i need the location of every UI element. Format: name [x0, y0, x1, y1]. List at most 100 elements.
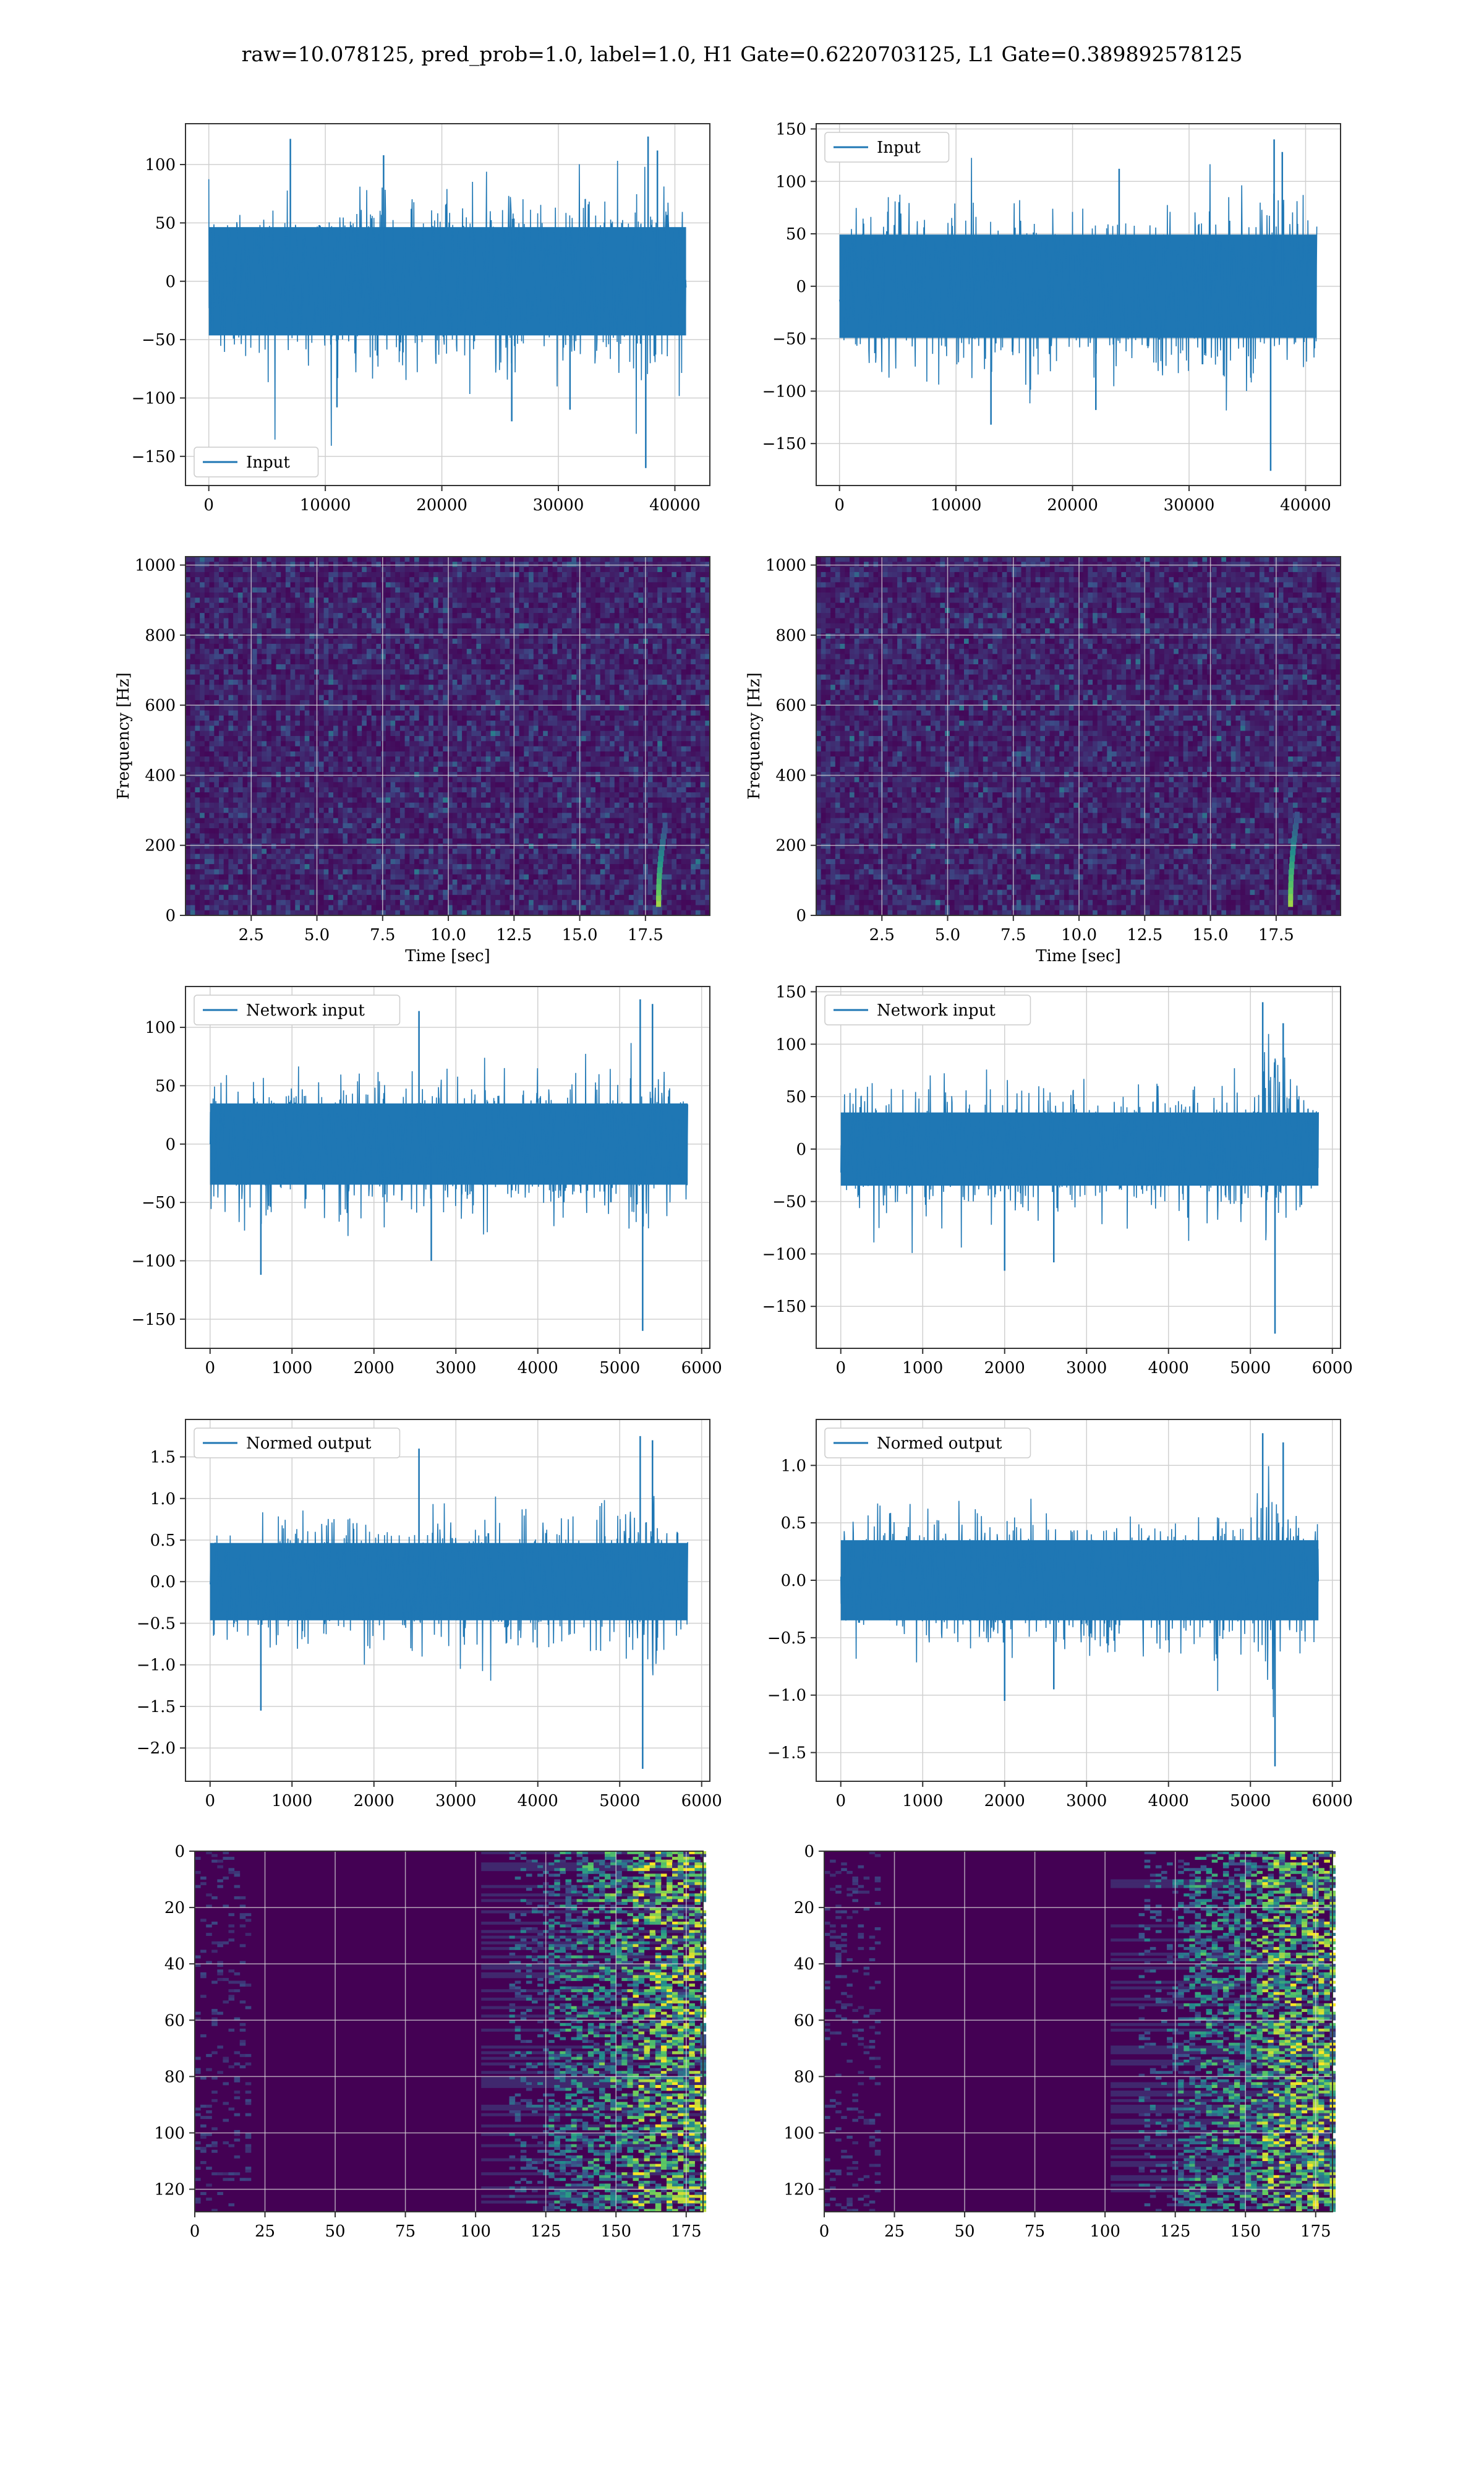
spectrogram-cell [443, 736, 448, 742]
spectrogram-cell [448, 628, 453, 634]
spectrogram-cell [348, 854, 353, 860]
spectrogram-cell [443, 808, 448, 813]
spectrogram-cell [443, 638, 448, 644]
spectrogram-cell [514, 844, 520, 849]
spectrogram-cell [448, 782, 453, 788]
spectrogram-cell [204, 792, 210, 798]
spectrogram-cell [466, 889, 472, 896]
spectrogram-cell [338, 746, 343, 752]
spectrogram-cell [195, 813, 200, 819]
spectrogram-cell [262, 889, 267, 896]
spectrogram-cell [276, 777, 281, 783]
spectrogram-cell [429, 900, 434, 905]
spectrogram-cell [414, 628, 420, 634]
spectrogram-cell [485, 751, 491, 757]
spectrogram-cell [514, 715, 520, 721]
spectrogram-cell [429, 674, 434, 680]
spectrogram-cell [318, 715, 325, 721]
spectrogram-cell [285, 802, 291, 808]
spectrogram-cell [309, 797, 315, 803]
spectrogram-cell [323, 823, 329, 829]
spectrogram-cell [514, 746, 520, 752]
spectrogram-cell [271, 751, 277, 757]
spectrogram-cell [476, 659, 482, 665]
spectrogram-cell [390, 889, 396, 896]
spectrogram-cell [500, 792, 506, 798]
spectrogram-cell [404, 613, 410, 618]
spectrogram-cell [514, 772, 520, 777]
spectrogram-cell [223, 654, 229, 660]
spectrogram-cell [304, 628, 310, 634]
spectrogram-cell [219, 797, 224, 803]
spectrogram-cell [390, 562, 396, 568]
spectrogram-cell [371, 813, 377, 819]
spectrogram-cell [385, 880, 391, 885]
spectrogram-cell [390, 643, 396, 649]
spectrogram-cell [242, 797, 248, 803]
spectrogram-cell [348, 818, 353, 824]
spectrogram-cell [267, 741, 272, 747]
spectrogram-cell [366, 797, 372, 803]
spectrogram-cell [247, 854, 253, 860]
spectrogram-cell [424, 823, 429, 829]
spectrogram-cell [371, 766, 377, 773]
spectrogram-cell [395, 756, 401, 762]
spectrogram-cell [462, 808, 467, 813]
spectrogram-cell [281, 582, 286, 588]
spectrogram-cell [323, 766, 329, 773]
spectrogram-cell [328, 602, 334, 609]
spectrogram-cell [500, 623, 506, 629]
spectrogram-cell [433, 685, 439, 690]
spectrogram-cell [267, 557, 272, 562]
spectrogram-cell [318, 736, 325, 742]
spectrogram-cell [237, 659, 244, 665]
spectrogram-cell [409, 844, 415, 849]
spectrogram-cell [190, 695, 195, 701]
spectrogram-cell [242, 710, 248, 716]
spectrogram-cell [204, 828, 210, 834]
spectrogram-cell [471, 695, 477, 701]
spectrogram-cell [481, 854, 487, 860]
spectrogram-cell [352, 905, 358, 911]
spectrogram-cell [466, 756, 472, 762]
spectrogram-cell [362, 664, 367, 670]
spectrogram-cell [204, 557, 210, 562]
spectrogram-cell [462, 889, 467, 896]
spectrogram-cell [190, 741, 195, 747]
spectrogram-cell [443, 705, 448, 711]
spectrogram-cell [328, 910, 334, 916]
spectrogram-cell [186, 823, 191, 829]
spectrogram-cell [295, 766, 301, 773]
spectrogram-cell [481, 623, 487, 629]
spectrogram-cell [295, 628, 301, 634]
spectrogram-cell [219, 567, 224, 573]
spectrogram-cell [399, 577, 406, 583]
spectrogram-cell [381, 905, 386, 911]
spectrogram-cell [285, 746, 291, 752]
spectrogram-cell [438, 593, 443, 598]
spectrogram-cell [328, 772, 334, 777]
spectrogram-cell [290, 659, 296, 665]
spectrogram-cell [323, 838, 329, 844]
spectrogram-cell [219, 710, 224, 716]
spectrogram-cell [304, 607, 310, 614]
spectrogram-cell [510, 736, 515, 742]
h1-spectrogram-panel: 2.5 5.0 7.5 10.0 12.5 15.0 17.5020040060080010… [114, 556, 710, 965]
spectrogram-cell [276, 669, 281, 675]
spectrogram-cell [399, 690, 406, 696]
spectrogram-cell [247, 602, 253, 609]
spectrogram-cell [476, 746, 482, 752]
spectrogram-cell [348, 910, 353, 916]
spectrogram-cell [252, 894, 258, 901]
spectrogram-cell [242, 900, 248, 905]
spectrogram-cell [500, 910, 506, 916]
spectrogram-cell [223, 894, 229, 901]
spectrogram-cell [476, 721, 482, 726]
spectrogram-cell [452, 782, 458, 788]
spectrogram-cell [328, 818, 334, 824]
spectrogram-cell [247, 864, 253, 870]
spectrogram-cell [343, 797, 348, 803]
spectrogram-cell [471, 782, 477, 788]
spectrogram-cell [304, 880, 310, 885]
spectrogram-cell [285, 567, 291, 573]
